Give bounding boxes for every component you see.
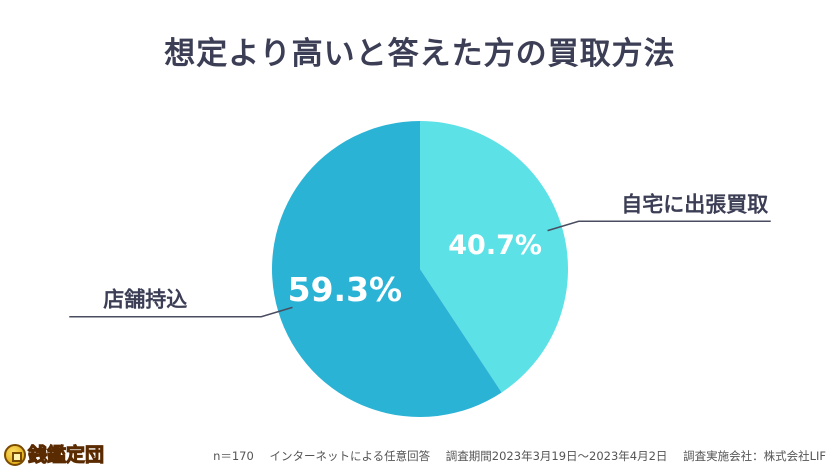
footer-note: n＝170 インターネットによる任意回答 調査期間2023年3月19日～2023… <box>201 448 826 464</box>
coin-icon <box>4 444 26 466</box>
leader-line-1 <box>547 220 771 232</box>
category-label-2: 店舗持込 <box>103 288 187 312</box>
survey-method: インターネットによる任意回答 <box>269 449 431 463</box>
value-label-2: 59.3% <box>288 270 403 309</box>
logo-text: 銭鑑定団 <box>27 443 105 466</box>
leader-line-2 <box>69 306 293 318</box>
pie-slices <box>272 121 569 417</box>
leader-lines <box>69 220 771 318</box>
value-labels: 40.7% 59.3% <box>288 230 542 309</box>
survey-org: 調査実施会社：株式会社LIF <box>683 449 826 463</box>
survey-period: 調査期間2023年3月19日～2023年4月2日 <box>445 449 668 463</box>
category-label-1: 自宅に出張買取 <box>621 192 768 216</box>
value-label-1: 40.7% <box>448 230 542 261</box>
pie-slice-2 <box>272 121 502 417</box>
logo: 銭鑑定団 <box>4 440 105 470</box>
chart-title: 想定より高いと答えた方の買取方法 <box>164 36 676 72</box>
sample-size: n＝170 <box>213 449 254 463</box>
pie-slice-1 <box>420 121 569 393</box>
